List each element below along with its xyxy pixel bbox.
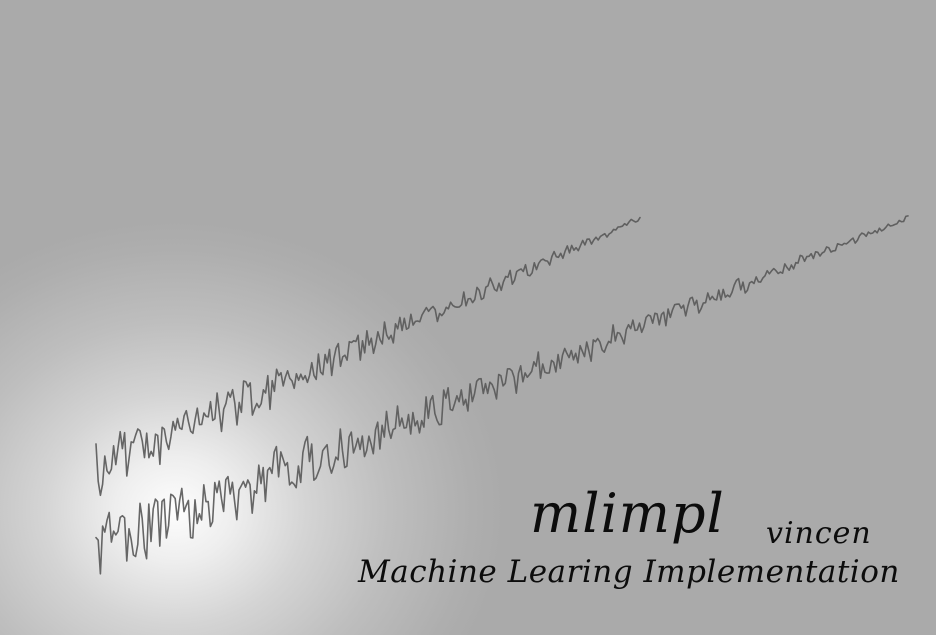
upper-signal-wave <box>95 216 641 497</box>
lower-signal-wave <box>95 215 909 575</box>
project-title: mlimpl <box>530 482 725 545</box>
author-name: vincen <box>766 516 872 551</box>
project-subtitle: Machine Learing Implementation <box>358 554 900 590</box>
